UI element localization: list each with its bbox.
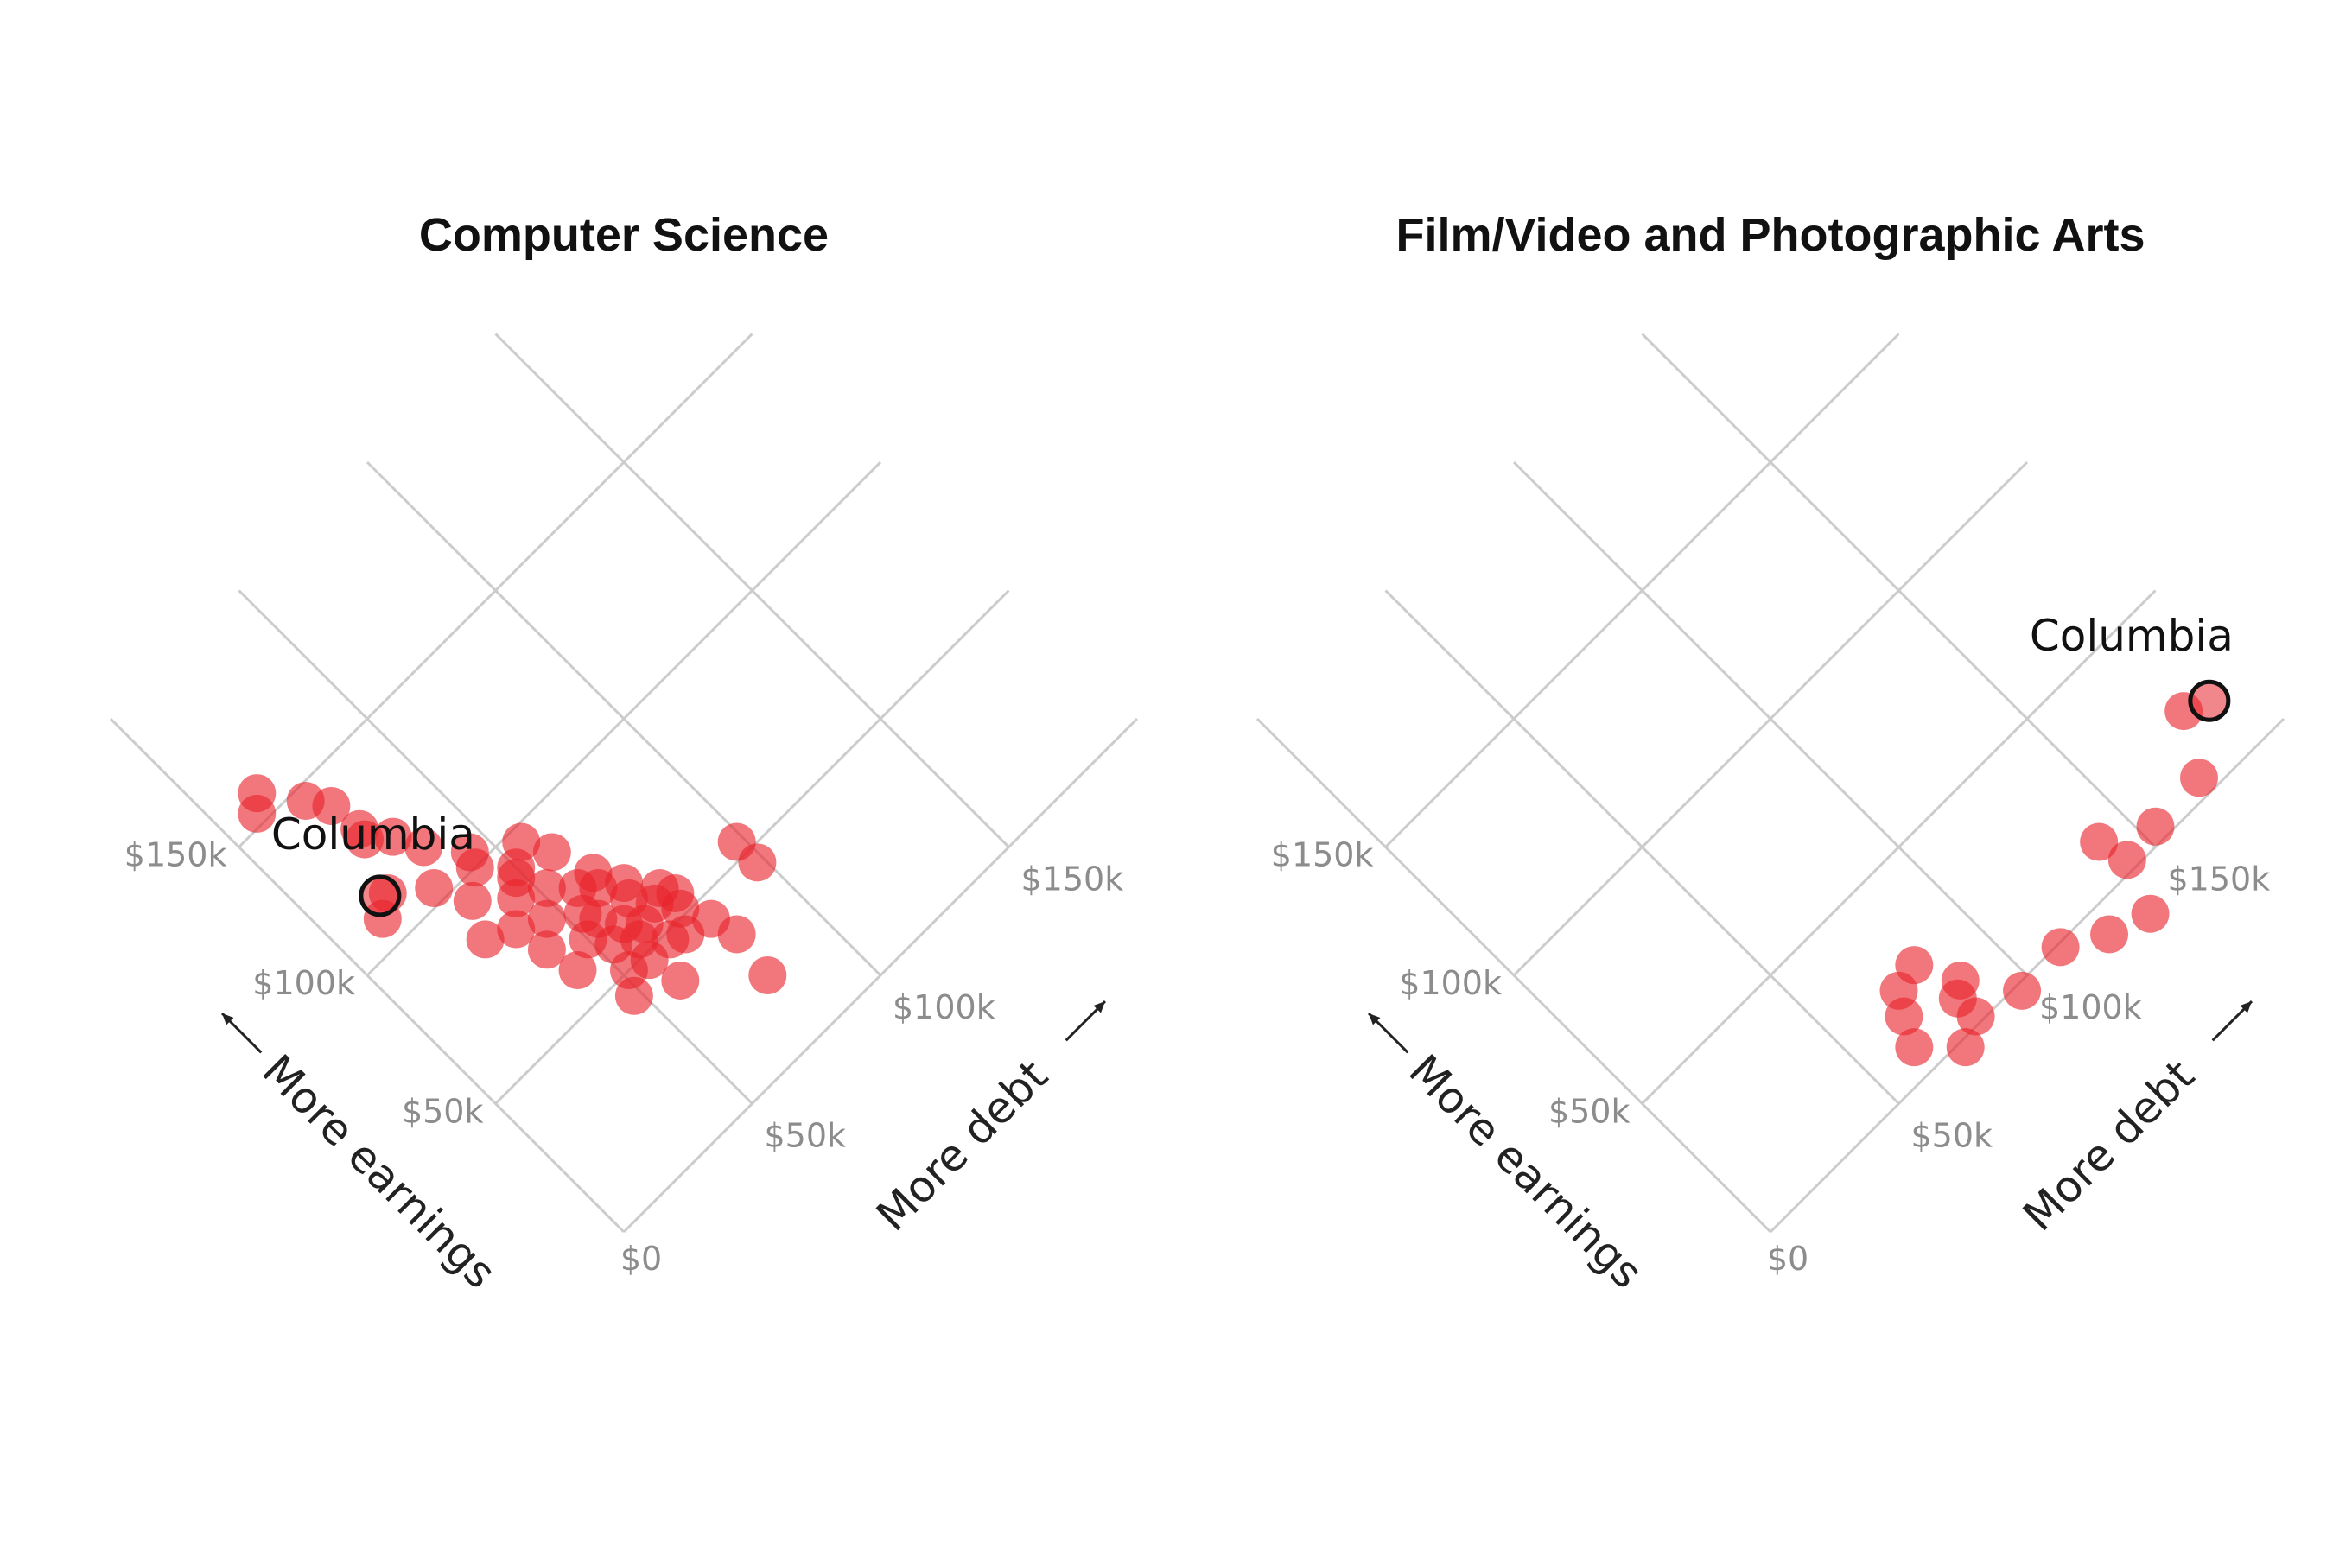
data-point	[1885, 997, 1923, 1036]
data-point	[605, 864, 643, 903]
data-point	[594, 925, 633, 964]
data-point	[2179, 759, 2218, 797]
film-video-photographic-arts-chart: Film/Video and Photographic Arts $0 $50k $1…	[1255, 209, 2285, 1298]
chart-title: Computer Science	[419, 209, 829, 261]
debt-tick-label: $100k	[893, 988, 995, 1026]
data-point	[2136, 807, 2175, 846]
data-point	[527, 899, 566, 938]
data-point	[1895, 1028, 1934, 1067]
more-debt-label: More debt	[867, 1051, 1057, 1241]
data-point	[453, 881, 492, 920]
data-point	[346, 820, 385, 859]
data-point	[717, 915, 756, 954]
data-point	[2090, 915, 2129, 954]
data-point	[748, 956, 787, 994]
debt-tick-label: $50k	[765, 1117, 847, 1155]
earnings-gridline	[1384, 333, 1900, 848]
data-point	[614, 976, 653, 1015]
data-point	[415, 869, 454, 908]
data-point	[1946, 1028, 1985, 1067]
debt-tick-label: $150k	[2168, 860, 2271, 898]
debt-gridline	[494, 333, 1010, 848]
data-point	[651, 920, 690, 959]
debt-tick-label: $150k	[1021, 860, 1124, 898]
data-point	[2131, 894, 2170, 933]
data-point	[466, 920, 505, 959]
data-point	[527, 930, 566, 969]
data-point	[574, 854, 613, 892]
columbia-highlight-point	[359, 874, 402, 917]
data-point	[558, 951, 597, 990]
debt-gridline	[1512, 460, 2029, 977]
arrowhead-icon	[1369, 1013, 1381, 1025]
data-point	[497, 910, 536, 949]
data-point	[373, 817, 412, 856]
chart-title: Film/Video and Photographic Arts	[1395, 209, 2145, 261]
data-point	[238, 774, 277, 813]
more-debt-label: More debt	[2013, 1051, 2203, 1241]
columbia-highlight-point	[2188, 679, 2231, 722]
data-point	[661, 961, 700, 1000]
more-earnings-axis-label: More earnings	[220, 1012, 505, 1298]
data-point	[656, 873, 695, 912]
earnings-tick-label: $150k	[124, 836, 227, 874]
data-point	[2107, 841, 2146, 879]
earnings-gridline	[238, 333, 753, 848]
earnings-tick-label: $0	[620, 1240, 662, 1278]
data-point	[738, 843, 777, 882]
data-point	[1956, 997, 1995, 1036]
more-earnings-axis-label: More earnings	[1367, 1012, 1652, 1298]
earnings-tick-label: $0	[1767, 1240, 1808, 1278]
data-point	[2003, 971, 2042, 1010]
arrowhead-icon	[222, 1013, 234, 1025]
more-earnings-label: More earnings	[252, 1045, 505, 1298]
earnings-tick-label: $100k	[1399, 964, 1502, 1002]
more-earnings-label: More earnings	[1399, 1045, 1652, 1298]
columbia-callout-label: Columbia	[2030, 611, 2234, 661]
debt-gridline	[1641, 333, 2157, 848]
earnings-tick-label: $50k	[1548, 1093, 1631, 1131]
debt-tick-label: $100k	[2039, 988, 2142, 1026]
arrowhead-icon	[2240, 1001, 2252, 1013]
data-point	[2080, 822, 2119, 861]
data-point	[312, 786, 351, 825]
data-point	[404, 828, 443, 867]
data-point	[527, 869, 566, 908]
earnings-tick-label: $150k	[1271, 836, 1374, 874]
debt-gridline	[366, 460, 882, 977]
arrowhead-icon	[1093, 1001, 1105, 1013]
data-point	[2041, 928, 2080, 967]
data-point	[497, 859, 536, 898]
debt-tick-label: $50k	[1911, 1117, 1993, 1155]
data-point	[532, 833, 571, 872]
data-point	[455, 848, 494, 887]
computer-science-chart: Computer Science $0 $50k $100k $150k $50k $100…	[109, 209, 1139, 1298]
earnings-tick-label: $100k	[252, 964, 355, 1002]
earnings-tick-label: $50k	[402, 1093, 484, 1131]
columbia-callout-label: Columbia	[271, 809, 475, 860]
